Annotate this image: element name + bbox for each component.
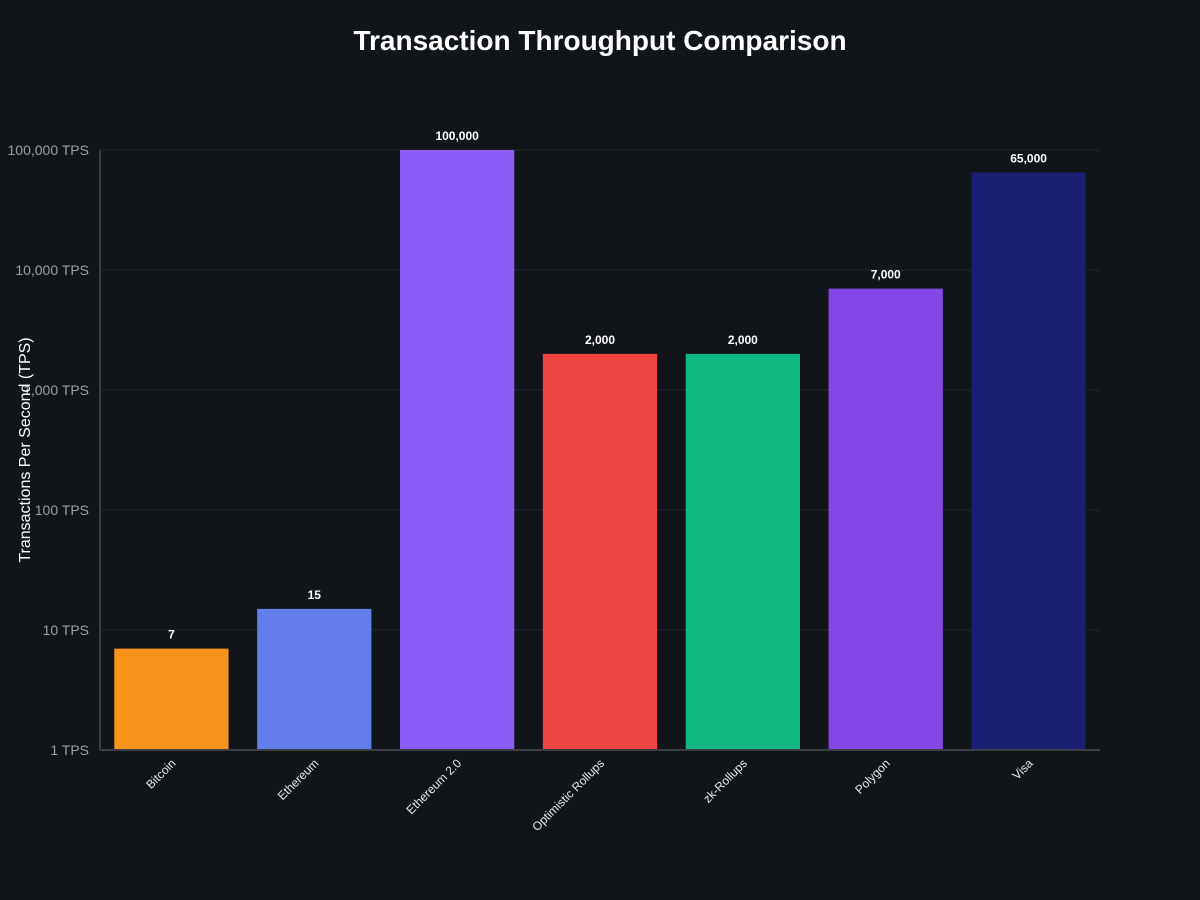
x-tick-label: Ethereum 2.0: [403, 756, 464, 817]
y-tick-label: 10 TPS: [43, 622, 89, 638]
bar-value-label: 2,000: [585, 333, 615, 347]
y-tick-label: 10,000 TPS: [15, 262, 89, 278]
bar-value-label: 100,000: [435, 129, 479, 143]
x-tick-label: Visa: [1009, 756, 1035, 782]
bar-optimistic-rollups: [542, 353, 658, 750]
bar-value-label: 2,000: [728, 333, 758, 347]
y-tick-label: 100 TPS: [35, 502, 89, 518]
y-tick-label: 100,000 TPS: [8, 142, 89, 158]
bar-ethereum: [257, 608, 372, 750]
bar-value-label: 65,000: [1010, 151, 1047, 165]
bar-value-label: 7,000: [871, 268, 901, 282]
y-tick-label: 1 TPS: [50, 742, 89, 758]
bar-bitcoin: [114, 648, 229, 750]
bar-value-label: 7: [168, 628, 175, 642]
y-tick-label: 1,000 TPS: [23, 382, 89, 398]
bar-zk-rollups: [685, 353, 800, 750]
bar-value-labels: 7 15 100,000 2,000 2,000 7,000 65,000: [168, 129, 1047, 642]
bars: [114, 150, 1086, 751]
bar-visa: [971, 172, 1086, 751]
chart-title: Transaction Throughput Comparison: [353, 25, 846, 56]
x-tick-label: zk-Rollups: [700, 756, 750, 806]
y-axis-ticks: 1 TPS 10 TPS 100 TPS 1,000 TPS 10,000 TPS 100…: [8, 142, 89, 758]
bar-value-label: 15: [308, 588, 322, 602]
x-tick-label: Bitcoin: [143, 756, 178, 791]
bar-polygon: [828, 288, 943, 750]
x-tick-label: Optimistic Rollups: [529, 756, 607, 834]
y-axis-label: Transactions Per Second (TPS): [17, 337, 34, 562]
x-tick-label: Polygon: [852, 756, 893, 797]
x-axis-ticks: Bitcoin Ethereum Ethereum 2.0 Optimistic Ro…: [143, 756, 1036, 834]
x-tick-label: Ethereum: [275, 756, 322, 803]
bar-ethereum-2-0: [400, 150, 515, 750]
